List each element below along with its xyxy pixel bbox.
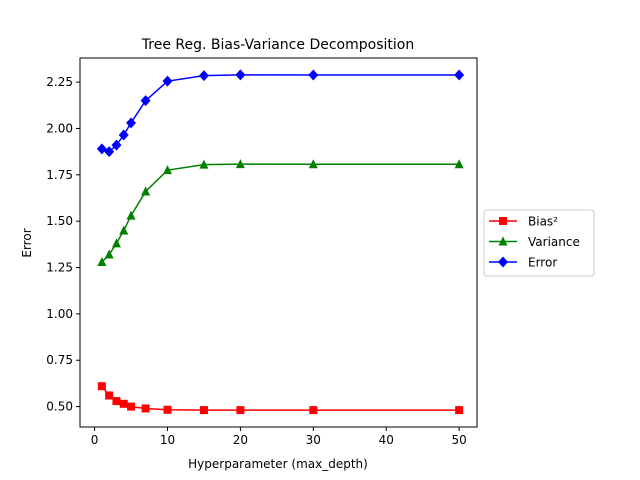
- legend-item-variance: Variance: [489, 235, 580, 249]
- data-point-error: [126, 117, 137, 129]
- y-tick-label: 0.50: [46, 400, 73, 414]
- data-point-bias: [127, 402, 136, 411]
- data-point-error: [118, 129, 129, 141]
- y-tick-label: 2.25: [46, 75, 73, 89]
- data-point-error: [104, 146, 115, 158]
- data-point-error: [235, 69, 246, 81]
- data-point-bias: [455, 406, 464, 415]
- data-point-variance: [111, 238, 121, 248]
- y-axis-ticks: 0.50 0.75 1.00 1.25 1.50 1.75 2.00 2.25: [46, 75, 80, 414]
- data-point-variance: [119, 225, 129, 235]
- data-point-variance: [141, 186, 151, 196]
- data-point-variance: [126, 210, 136, 220]
- x-axis-label: Hyperparameter (max_depth): [188, 457, 368, 471]
- data-point-error: [308, 69, 319, 81]
- data-point-variance: [454, 159, 464, 169]
- x-tick-label: 10: [160, 433, 175, 447]
- x-tick-label: 0: [91, 433, 99, 447]
- x-tick-label: 40: [379, 433, 394, 447]
- series-variance: [97, 159, 464, 266]
- data-point-error: [454, 69, 465, 81]
- legend-frame: [483, 209, 595, 277]
- legend: Bias² Variance Error: [483, 209, 595, 277]
- data-point-bias: [141, 404, 150, 413]
- data-point-variance: [104, 249, 114, 259]
- data-point-error: [140, 95, 151, 107]
- data-point-bias: [105, 391, 114, 400]
- series-line-variance: [101, 163, 460, 263]
- legend-item-bias: Bias²: [489, 215, 558, 229]
- data-point-bias: [163, 405, 172, 414]
- legend-marker: [499, 217, 507, 225]
- data-point-error: [198, 70, 209, 82]
- y-axis-label: Error: [20, 228, 34, 257]
- series-bias: [97, 382, 464, 415]
- data-point-bias: [236, 406, 245, 415]
- plot-area: [79, 57, 478, 428]
- data-point-variance: [199, 159, 209, 169]
- legend-label: Bias²: [528, 215, 558, 229]
- data-point-bias: [97, 382, 106, 391]
- data-point-variance: [235, 159, 245, 169]
- legend-label: Error: [528, 256, 557, 270]
- x-tick-label: 30: [306, 433, 321, 447]
- y-tick-label: 2.00: [46, 121, 73, 135]
- y-tick-label: 0.75: [46, 353, 73, 367]
- y-tick-label: 1.75: [46, 168, 73, 182]
- data-point-bias: [119, 399, 128, 408]
- y-tick-label: 1.50: [46, 214, 73, 228]
- legend-label: Variance: [528, 235, 580, 249]
- data-point-variance: [162, 165, 172, 175]
- y-tick-label: 1.00: [46, 307, 73, 321]
- series-layer: [96, 69, 465, 415]
- x-axis-ticks: 0 10 20 30 40 50: [91, 427, 467, 447]
- legend-item-error: Error: [489, 256, 557, 270]
- x-tick-label: 50: [451, 433, 466, 447]
- series-line-error: [101, 74, 460, 153]
- data-point-variance: [308, 159, 318, 169]
- x-tick-label: 20: [233, 433, 248, 447]
- legend-marker: [498, 256, 508, 268]
- data-point-bias: [112, 397, 121, 406]
- chart-title: Tree Reg. Bias-Variance Decomposition: [141, 37, 414, 53]
- data-point-error: [162, 75, 173, 87]
- data-point-bias: [199, 406, 208, 415]
- data-point-bias: [309, 406, 318, 415]
- series-line-bias: [101, 385, 460, 411]
- legend-marker: [498, 236, 508, 246]
- data-point-variance: [97, 256, 107, 266]
- series-error: [96, 69, 465, 158]
- y-tick-label: 1.25: [46, 261, 73, 275]
- data-point-error: [111, 139, 122, 151]
